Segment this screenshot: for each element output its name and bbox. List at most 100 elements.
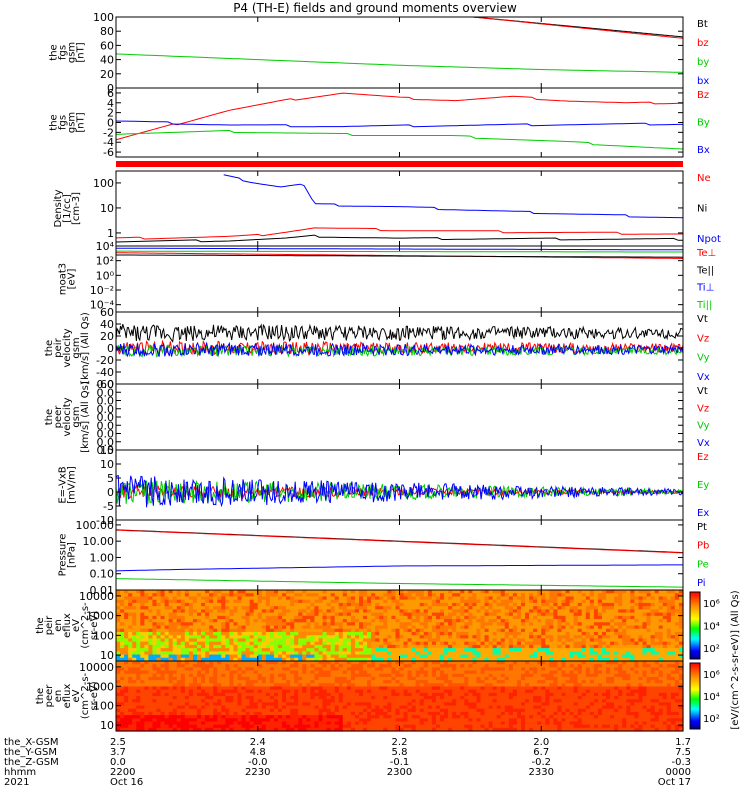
heatmap-cell [140,696,145,700]
heatmap-cell [164,711,170,716]
heatmap-cell [415,628,421,633]
heatmap-cell [128,686,133,691]
heatmap-cell [314,696,320,700]
heatmap-cell [448,612,453,617]
heatmap-cell [205,631,210,636]
heatmap-cell [359,692,364,697]
heatmap-cell [346,702,352,707]
heatmap-cell [658,648,664,652]
heatmap-cell [626,625,631,630]
heatmap-cell [213,676,218,681]
heatmap-cell [585,648,591,652]
heatmap-cell [346,705,352,710]
heatmap-cell [375,631,380,636]
heatmap-cell [310,625,316,630]
series-line-bz [473,17,683,39]
heatmap-cell [387,689,392,694]
heatmap-cell [338,619,344,623]
y-tick-label: 20 [100,330,114,343]
heatmap-cell [670,612,676,617]
heatmap-cell [273,638,279,643]
heatmap-cell [521,644,526,649]
heatmap-cell [549,651,554,656]
heatmap-cell [156,673,162,678]
heatmap-cell [650,622,656,627]
heatmap-cell [379,599,384,604]
heatmap-cell [120,622,125,627]
heatmap-cell [666,638,672,643]
heatmap-cell [124,615,129,620]
heatmap-cell [646,619,652,623]
heatmap-cell [371,727,376,732]
heatmap-cell [209,664,214,668]
heatmap-cell [614,628,619,633]
heatmap-cell [136,609,141,614]
heatmap-cell [290,599,295,604]
heatmap-cell [371,619,376,623]
heatmap-cell [614,644,619,649]
heatmap-cell [464,628,469,633]
heatmap-cell [642,593,648,598]
heatmap-cell [650,593,656,598]
heatmap-cell [192,676,198,681]
heatmap-cell [237,596,243,601]
heatmap-cell [298,686,303,691]
heatmap-cell [269,676,275,681]
heatmap-cell [407,593,413,598]
heatmap-cell [468,635,473,640]
heatmap-cell [431,606,437,610]
y-tick-label: 10.00 [83,535,115,548]
heatmap-cell [217,615,222,620]
heatmap-cell [144,654,149,659]
heatmap-cell [148,680,154,684]
heatmap-cell [148,602,154,607]
heatmap-cell [257,727,263,732]
heatmap-cell [444,596,449,601]
heatmap-cell [666,648,672,652]
heatmap-cell [367,683,372,688]
heatmap-cell [269,692,275,697]
heatmap-cell [302,715,307,719]
heatmap-cell [160,670,166,675]
heatmap-cell [529,599,534,604]
heatmap-cell [257,664,263,668]
heatmap-cell [383,651,388,656]
heatmap-cell [253,635,259,640]
heatmap-cell [472,638,478,643]
heatmap-cell [589,654,595,659]
heatmap-cell [521,599,526,604]
heatmap-cell [411,631,417,636]
heatmap-cell [484,644,490,649]
heatmap-cell [322,727,328,732]
heatmap-cell [322,670,328,675]
heatmap-cell [180,612,186,617]
y-tick-label: 0.0 [97,436,115,449]
heatmap-cell [610,625,615,630]
heatmap-cell [148,686,154,691]
heatmap-cell [569,590,575,594]
heatmap-cell [593,619,599,623]
heatmap-cell [354,661,360,665]
heatmap-cell [168,689,174,694]
legend-entry-Ne: Ne [697,173,711,184]
heatmap-cell [322,635,328,640]
heatmap-cell [472,657,478,662]
heatmap-cell [452,638,457,643]
heatmap-cell [152,622,158,627]
heatmap-cell [201,683,206,688]
heatmap-cell [205,686,210,691]
heatmap-cell [326,625,332,630]
heatmap-cell [221,609,226,614]
heatmap-cell [350,708,356,713]
heatmap-cell [261,641,267,646]
heatmap-cell [253,715,259,719]
heatmap-cell [229,715,235,719]
heatmap-cell [346,724,352,729]
heatmap-cell [597,657,603,662]
heatmap-cell [533,651,538,656]
heatmap-cell [610,638,615,643]
heatmap-cell [209,724,214,729]
heatmap-cell [411,625,417,630]
heatmap-cell [241,724,247,729]
legend-entry-Pb: Pb [697,541,709,552]
